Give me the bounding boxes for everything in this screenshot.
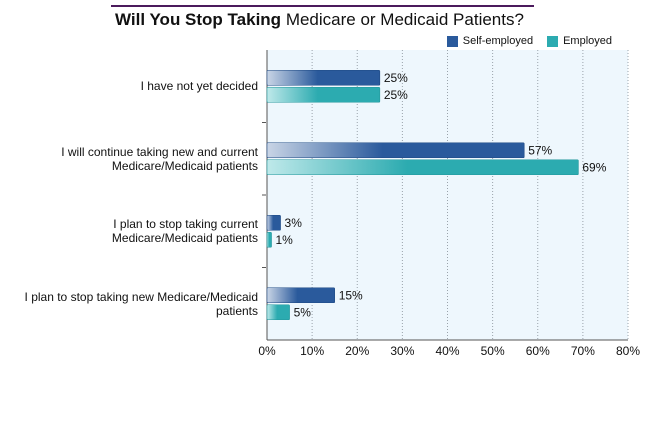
category-label: I will continue taking new and current Me… <box>0 145 258 173</box>
data-label: 1% <box>276 233 294 247</box>
chart-title-rest: Medicare or Medicaid Patients? <box>285 10 524 29</box>
data-label: 25% <box>384 88 408 102</box>
category-label: I plan to stop taking current Medicare/Me… <box>0 217 258 245</box>
x-tick-label: 0% <box>258 344 276 358</box>
category-label: I have not yet decided <box>0 79 258 93</box>
x-tick-label: 60% <box>526 344 550 358</box>
x-tick-label: 70% <box>571 344 595 358</box>
category-label-line: I will continue taking new and current <box>61 144 258 159</box>
title-rule <box>111 5 534 7</box>
bar-self-employed <box>266 287 335 304</box>
bar-employed <box>266 304 290 321</box>
category-label: I plan to stop taking new Medicare/Medic… <box>0 290 258 318</box>
data-label: 5% <box>294 305 312 319</box>
legend: Self-employed Employed <box>446 35 612 48</box>
category-label-line: I have not yet decided <box>140 79 258 94</box>
legend-swatch-self-employed <box>446 36 458 47</box>
legend-item-self-employed: Self-employed <box>446 35 534 48</box>
data-label: 69% <box>582 160 606 174</box>
bar-employed <box>266 231 272 248</box>
legend-label-employed: Employed <box>563 35 612 47</box>
category-label-line: I plan to stop taking new Medicare/Medic… <box>24 289 258 304</box>
chart-title-bold: Will You Stop Taking <box>115 10 282 29</box>
data-label: 25% <box>384 71 408 85</box>
category-label-line: I plan to stop taking current <box>113 217 258 232</box>
category-label-line: Medicare/Medicaid patients <box>111 231 258 246</box>
x-tick-label: 20% <box>345 344 369 358</box>
bar-self-employed <box>266 69 381 86</box>
legend-swatch-employed <box>547 36 559 47</box>
data-label: 15% <box>339 288 363 302</box>
x-tick-label: 40% <box>435 344 459 358</box>
x-tick-label: 50% <box>481 344 505 358</box>
category-label-line: patients <box>215 303 258 318</box>
bar-employed <box>266 159 579 176</box>
bar-self-employed <box>266 214 281 231</box>
x-tick-label: 30% <box>390 344 414 358</box>
bar-employed <box>266 86 381 103</box>
legend-item-employed: Employed <box>547 35 612 48</box>
legend-label-self-employed: Self-employed <box>462 35 534 47</box>
x-tick-label: 80% <box>616 344 640 358</box>
data-label: 3% <box>285 216 303 230</box>
x-tick-label: 10% <box>300 344 324 358</box>
category-label-line: Medicare/Medicaid patients <box>111 158 258 173</box>
data-label: 57% <box>528 143 552 157</box>
bar-self-employed <box>266 142 525 159</box>
